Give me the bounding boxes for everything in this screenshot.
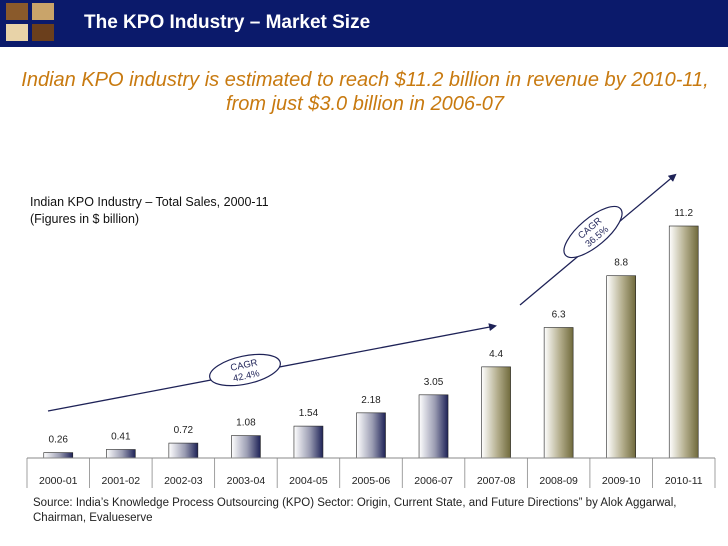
- value-label-2000-01: 0.26: [49, 435, 69, 446]
- x-tick-label-2006-07: 2006-07: [414, 475, 453, 487]
- value-label-2007-08: 4.4: [489, 349, 503, 360]
- bar-2005-06: [356, 412, 386, 459]
- x-tick-label-2000-01: 2000-01: [39, 475, 78, 487]
- header-bar: The KPO Industry – Market Size: [0, 0, 728, 47]
- value-label-2001-02: 0.41: [111, 432, 131, 443]
- x-tick-label-2005-06: 2005-06: [352, 475, 391, 487]
- value-label-2009-10: 8.8: [614, 258, 628, 269]
- logo-square-1: [6, 3, 28, 20]
- chart-title: Indian KPO Industry – Total Sales, 2000-…: [30, 194, 269, 228]
- bar-2003-04: [231, 435, 261, 459]
- logo-square-2: [32, 3, 54, 20]
- value-label-2005-06: 2.18: [361, 395, 381, 406]
- x-axis: 2000-01 2001-02 2002-03 2003-04 2004-05 2005-…: [26, 457, 716, 488]
- x-tick-label-2004-05: 2004-05: [289, 475, 328, 487]
- bar-2002-03: [168, 442, 199, 459]
- company-logo: [6, 3, 58, 43]
- value-label-2004-05: 1.54: [299, 408, 319, 419]
- value-label-2010-11: 11.2: [674, 208, 693, 219]
- bar-2004-05: [293, 425, 324, 459]
- value-label-2002-03: 0.72: [174, 425, 194, 436]
- x-tick-label-2007-08: 2007-08: [477, 475, 516, 487]
- x-tick-label-2001-02: 2001-02: [102, 475, 141, 487]
- value-label-2003-04: 1.08: [236, 418, 256, 429]
- bar-2007-08: [481, 366, 511, 459]
- bar-2008-09: [543, 327, 574, 459]
- cagr-ellipse-1: [209, 353, 281, 387]
- x-tick-label-2010-11: 2010-11: [665, 475, 703, 487]
- bar-2000-01: [43, 452, 74, 459]
- chart-title-line1: Indian KPO Industry – Total Sales, 2000-…: [30, 195, 269, 209]
- value-label-2006-07: 3.05: [424, 377, 444, 388]
- bar-2009-10: [606, 275, 636, 459]
- x-tick-label-2003-04: 2003-04: [227, 475, 266, 487]
- bar-2001-02: [106, 449, 136, 459]
- logo-square-4: [32, 24, 54, 41]
- slide-subtitle: Indian KPO industry is estimated to reac…: [21, 69, 709, 115]
- bar-2006-07: [418, 394, 449, 459]
- slide-title: The KPO Industry – Market Size: [84, 12, 371, 33]
- logo-square-3: [6, 24, 28, 41]
- x-tick-label-2009-10: 2009-10: [602, 475, 641, 487]
- x-tick-label-2008-09: 2008-09: [539, 475, 578, 487]
- source-note: Source: India’s Knowledge Process Outsou…: [33, 497, 677, 524]
- bar-2010-11: [668, 225, 699, 459]
- cagr-ellipse-2: [563, 205, 623, 259]
- chart-title-line2: (Figures in $ billion): [30, 212, 140, 226]
- value-label-2008-09: 6.3: [552, 310, 566, 321]
- x-tick-label-2002-03: 2002-03: [164, 475, 203, 487]
- bars-layer: 0.26 0.41 0.72 1.08 1.54 2.18 3.05 4.4 6.3 8.8 11.…: [43, 208, 699, 459]
